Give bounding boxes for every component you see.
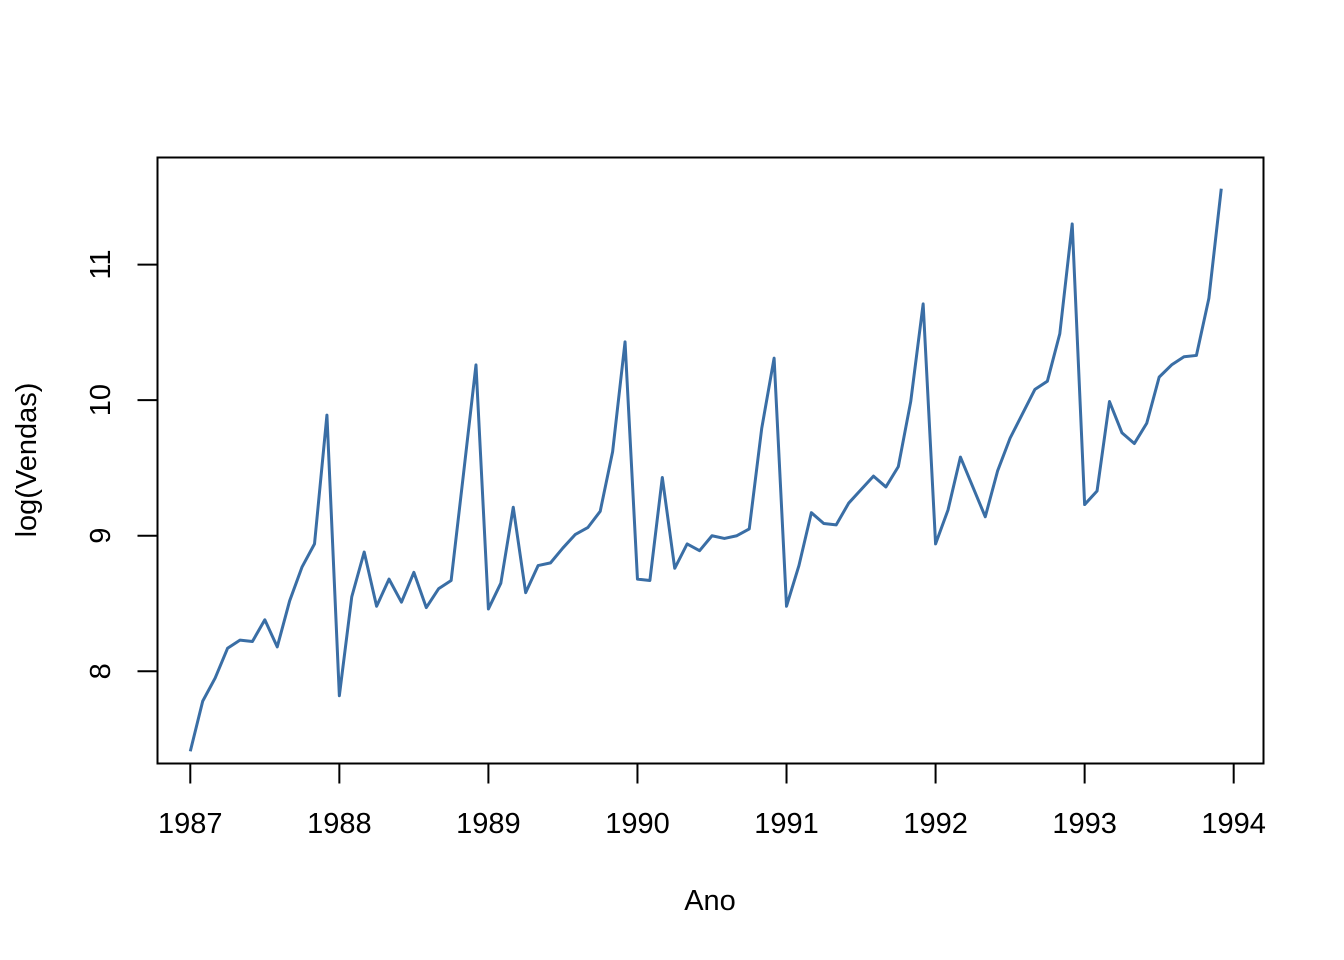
x-tick-label: 1992 <box>903 808 968 840</box>
y-tick-label: 8 <box>85 663 117 679</box>
x-axis-title: Ano <box>684 885 736 917</box>
y-axis: 8 9 10 11 <box>85 250 159 679</box>
x-tick-label: 1988 <box>307 808 372 840</box>
x-tick-label: 1987 <box>158 808 223 840</box>
y-axis-title: log(Vendas) <box>11 383 43 538</box>
x-tick-label: 1994 <box>1201 808 1266 840</box>
x-tick-label: 1993 <box>1052 808 1117 840</box>
x-tick-label: 1989 <box>456 808 521 840</box>
y-tick-label: 10 <box>85 384 117 416</box>
y-tick-label: 9 <box>85 528 117 544</box>
y-tick-label: 11 <box>85 250 117 280</box>
series-line <box>188 188 1223 752</box>
x-tick-label: 1991 <box>754 808 819 840</box>
x-axis: 1987 1988 1989 1990 1991 1992 1993 1994 <box>158 762 1266 840</box>
x-tick-label: 1990 <box>605 808 670 840</box>
